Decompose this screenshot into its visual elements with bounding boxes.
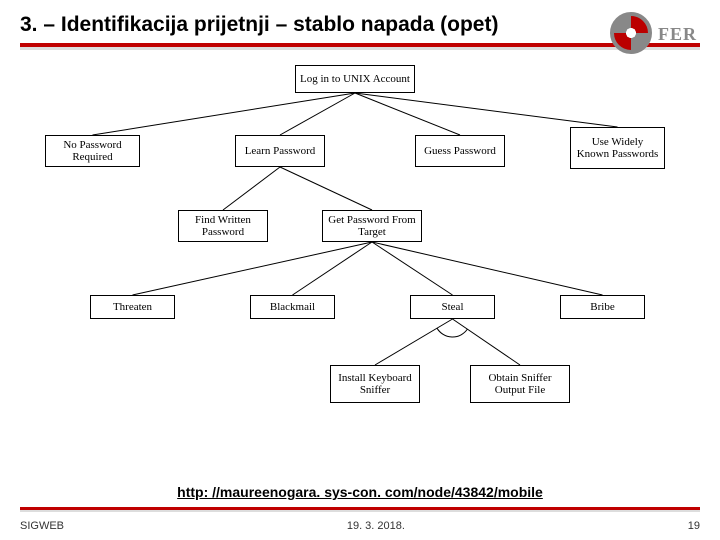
logo-text: FER <box>658 24 697 45</box>
tree-node-target: Get Password From Target <box>322 210 422 242</box>
tree-node-keyb: Install Keyboard Sniffer <box>330 365 420 403</box>
footer: SIGWEB 19. 3. 2018. 19 <box>20 520 700 532</box>
tree-node-root: Log in to UNIX Account <box>295 65 415 93</box>
footer-rule <box>20 507 700 510</box>
footer-right: 19 <box>688 520 700 532</box>
header-rule <box>20 43 700 47</box>
tree-node-learn: Learn Password <box>235 135 325 167</box>
logo-mark-icon <box>610 12 652 54</box>
tree-node-bribe: Bribe <box>560 295 645 319</box>
tree-node-outf: Obtain Sniffer Output File <box>470 365 570 403</box>
tree-node-black: Blackmail <box>250 295 335 319</box>
footer-left: SIGWEB <box>20 520 64 532</box>
fer-logo: FER <box>610 10 700 56</box>
tree-node-nopass: No Password Required <box>45 135 140 167</box>
attack-tree-diagram: Log in to UNIX Account No Password Requir… <box>40 65 680 435</box>
source-link[interactable]: http: //maureenogara. sys-con. com/node/… <box>0 484 720 500</box>
tree-node-guess: Guess Password <box>415 135 505 167</box>
footer-center: 19. 3. 2018. <box>347 520 405 532</box>
tree-node-threat: Threaten <box>90 295 175 319</box>
tree-node-steal: Steal <box>410 295 495 319</box>
tree-node-widely: Use Widely Known Passwords <box>570 127 665 169</box>
slide-title: 3. – Identifikacija prijetnji – stablo n… <box>20 12 560 37</box>
tree-node-findw: Find Written Password <box>178 210 268 242</box>
